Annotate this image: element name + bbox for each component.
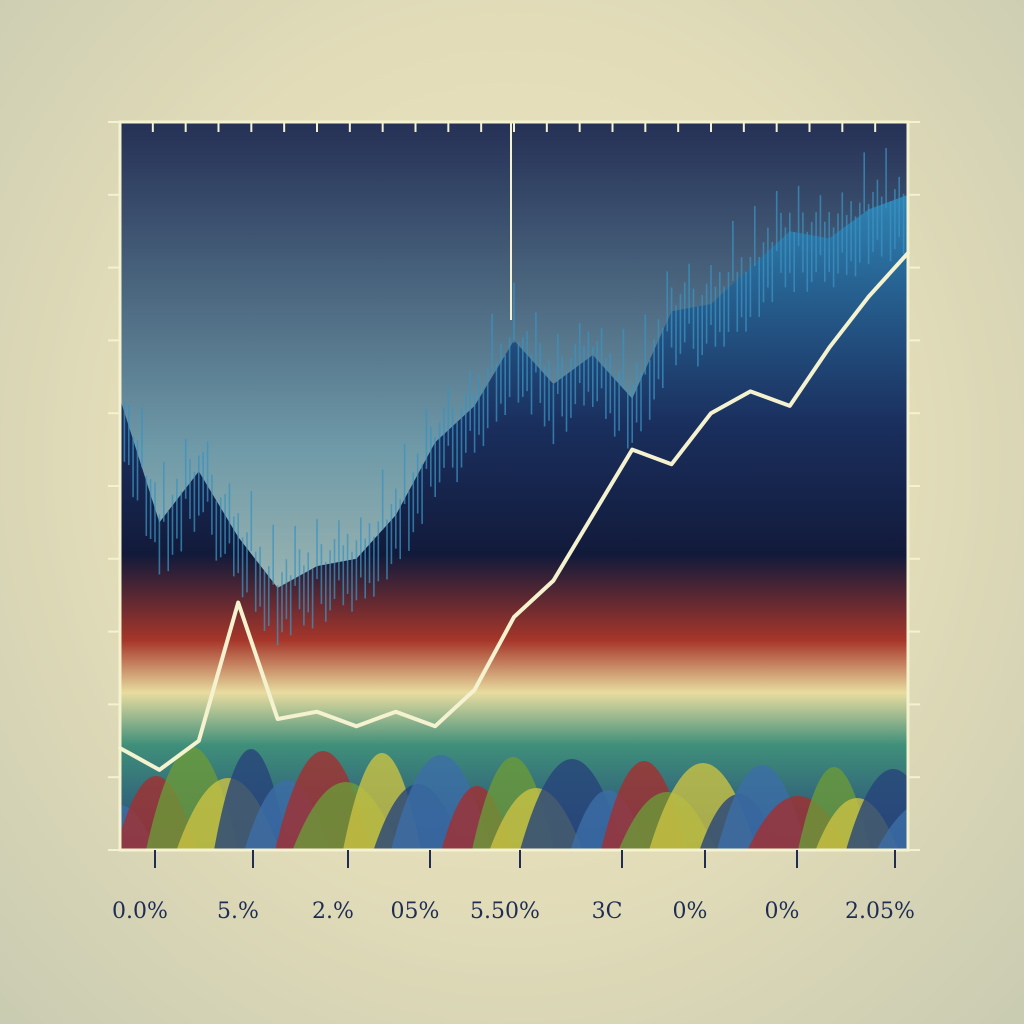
line-point — [512, 615, 516, 619]
x-tick-label: 2.05% — [845, 899, 915, 924]
area-series — [120, 145, 908, 850]
line-point — [630, 448, 634, 452]
line-point — [236, 601, 240, 604]
x-axis-labels: 0.0% 5.% 2.% 05% 5.50% 3C 0% 0% 2.05% — [112, 850, 915, 924]
line-point — [906, 251, 910, 255]
line-point — [433, 724, 437, 728]
line-point — [788, 404, 792, 408]
x-tick-label: 0% — [673, 899, 708, 924]
line-point — [591, 513, 595, 517]
x-tick-label: 2.% — [312, 899, 354, 924]
line-point — [748, 389, 752, 393]
x-tick-label: 0.0% — [112, 899, 168, 924]
line-point — [276, 717, 280, 721]
line-point — [670, 462, 674, 466]
area-fill — [120, 194, 908, 850]
x-tick-label: 3C — [592, 899, 623, 924]
x-tick-label: 05% — [391, 899, 440, 924]
ridge-shape — [876, 808, 908, 850]
line-point — [867, 295, 871, 299]
x-tick-label: 0% — [765, 899, 800, 924]
line-point — [354, 724, 358, 728]
x-tick-label: 5.50% — [470, 899, 540, 924]
line-point — [827, 346, 831, 350]
line-point — [157, 768, 161, 772]
x-tick-label: 5.% — [217, 899, 259, 924]
line-point — [394, 710, 398, 714]
axis-ticks — [108, 121, 920, 851]
line-point — [709, 411, 713, 415]
line-point — [473, 688, 477, 692]
ridge-decoration — [120, 747, 908, 850]
line-point — [197, 739, 201, 743]
line-point — [315, 710, 319, 714]
line-point — [551, 579, 555, 583]
line-point — [118, 746, 122, 750]
